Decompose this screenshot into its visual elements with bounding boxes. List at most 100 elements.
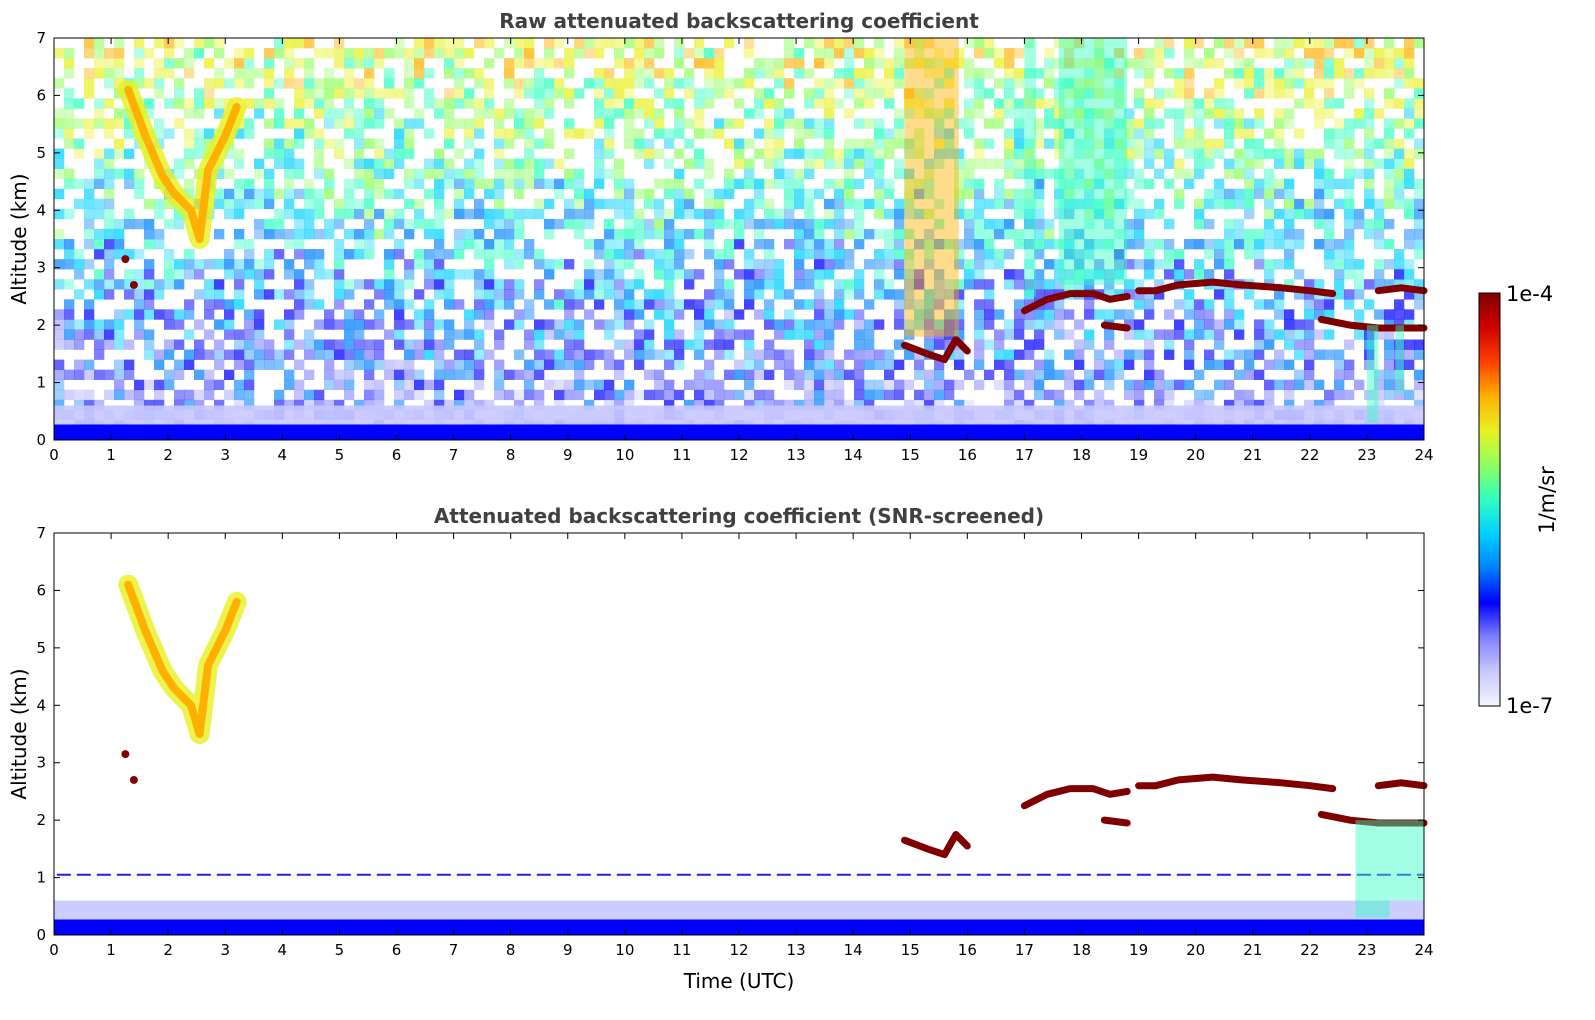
noise-cell <box>1344 218 1355 230</box>
noise-cell <box>274 78 285 89</box>
noise-cell <box>74 359 85 370</box>
noise-cell <box>1414 118 1425 129</box>
noise-cell <box>1134 168 1145 179</box>
noise-cell <box>904 399 915 411</box>
noise-cell <box>244 269 255 280</box>
noise-cell <box>364 48 375 59</box>
noise-cell <box>634 38 645 49</box>
noise-cell <box>1414 379 1425 391</box>
noise-cell <box>894 239 905 250</box>
noise-cell <box>1174 88 1185 99</box>
noise-cell <box>1294 329 1305 340</box>
noise-cell <box>714 349 725 360</box>
noise-cell <box>164 128 175 139</box>
noise-cell <box>414 249 425 260</box>
noise-cell <box>344 118 355 129</box>
noise-cell <box>874 88 885 99</box>
noise-cell <box>184 249 195 260</box>
noise-cell <box>264 58 275 69</box>
noise-cell <box>794 329 805 340</box>
noise-cell <box>764 118 775 129</box>
noise-cell <box>264 218 275 230</box>
noise-cell <box>244 399 255 411</box>
noise-cell <box>434 48 445 59</box>
noise-cell <box>704 128 715 139</box>
noise-cell <box>334 208 345 220</box>
noise-cell <box>524 359 535 370</box>
noise-cell <box>354 339 365 350</box>
noise-cell <box>294 289 305 300</box>
noise-cell <box>1054 279 1065 290</box>
noise-cell <box>464 369 475 380</box>
noise-cell <box>684 399 695 411</box>
noise-cell <box>434 389 445 401</box>
noise-cell <box>834 178 845 190</box>
noise-cell <box>724 349 735 360</box>
noise-cell <box>1114 178 1125 190</box>
noise-cell <box>1054 118 1065 129</box>
noise-cell <box>294 339 305 350</box>
noise-cell <box>1034 178 1045 190</box>
noise-cell <box>944 128 955 139</box>
noise-cell <box>774 148 785 159</box>
noise-cell <box>964 228 975 240</box>
noise-cell <box>1134 239 1145 250</box>
noise-cell <box>374 399 385 411</box>
noise-cell <box>464 48 475 59</box>
noise-cell <box>284 239 295 250</box>
noise-cell <box>1014 138 1025 149</box>
noise-cell <box>994 58 1005 69</box>
noise-cell <box>1134 389 1145 401</box>
noise-cell <box>1394 178 1405 190</box>
noise-cell <box>374 178 385 190</box>
noise-cell <box>944 319 955 330</box>
noise-cell <box>1254 68 1265 79</box>
noise-cell <box>1314 188 1325 200</box>
noise-cell <box>714 48 725 59</box>
noise-cell <box>564 168 575 179</box>
noise-cell <box>664 389 675 401</box>
noise-cell <box>224 58 235 69</box>
noise-cell <box>1284 68 1295 79</box>
noise-cell <box>1324 168 1335 179</box>
noise-cell <box>1164 329 1175 340</box>
noise-cell <box>1064 38 1075 49</box>
noise-cell <box>1004 279 1015 290</box>
noise-cell <box>784 399 795 411</box>
noise-cell <box>524 108 535 119</box>
noise-cell <box>1224 188 1235 200</box>
noise-cell <box>904 349 915 360</box>
noise-cell <box>754 239 765 250</box>
noise-cell <box>114 78 125 89</box>
noise-cell <box>84 78 95 89</box>
noise-cell <box>1004 319 1015 330</box>
noise-cell <box>404 78 415 89</box>
noise-cell <box>1184 58 1195 69</box>
noise-cell <box>364 78 375 89</box>
noise-cell <box>484 218 495 230</box>
noise-cell <box>484 88 495 99</box>
noise-cell <box>1124 279 1135 290</box>
noise-cell <box>1084 128 1095 139</box>
noise-cell <box>304 218 315 230</box>
noise-cell <box>104 228 115 240</box>
noise-cell <box>1114 369 1125 380</box>
noise-cell <box>1354 48 1365 59</box>
noise-cell <box>534 289 545 300</box>
noise-cell <box>884 128 895 139</box>
noise-cell <box>604 88 615 99</box>
noise-cell <box>1074 319 1085 330</box>
noise-cell <box>1044 289 1055 300</box>
noise-cell <box>1244 128 1255 139</box>
noise-cell <box>664 359 675 370</box>
noise-cell <box>1064 88 1075 99</box>
noise-cell <box>64 389 75 401</box>
noise-cell <box>274 148 285 159</box>
noise-cell <box>224 299 235 310</box>
noise-cell <box>1224 269 1235 280</box>
noise-cell <box>434 239 445 250</box>
noise-cell <box>754 188 765 200</box>
noise-cell <box>214 279 225 290</box>
noise-cell <box>1014 98 1025 109</box>
noise-cell <box>334 269 345 280</box>
